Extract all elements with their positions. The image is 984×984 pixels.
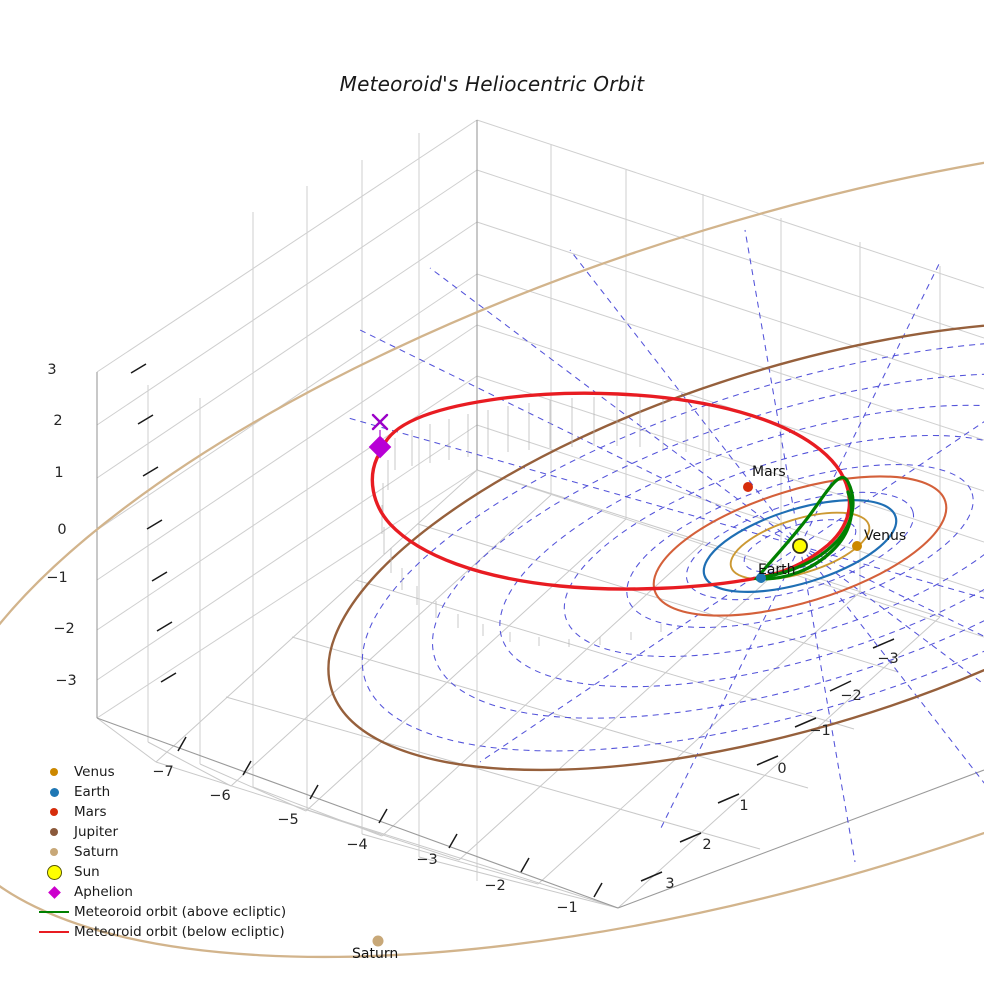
planet-dot-icon [50, 848, 58, 856]
legend-line-swatch [39, 931, 69, 933]
mars-marker [743, 482, 753, 492]
x-axis-tick-label: −5 [277, 812, 299, 828]
venus-label: Venus [864, 528, 907, 544]
polar-grid-rings [361, 340, 984, 752]
x-axis-tick-label: −4 [346, 837, 368, 853]
legend-item[interactable]: Earth [34, 782, 296, 802]
legend-dot-key [34, 848, 74, 856]
venus-marker [852, 541, 862, 551]
aphelion-diamond-icon [47, 885, 61, 899]
legend-line-swatch [39, 911, 69, 913]
x-axis-tick-label: −7 [152, 764, 174, 780]
sun-marker [792, 538, 808, 554]
y-axis-tick-label: −2 [840, 688, 862, 704]
z-axis-tick-label: −1 [46, 570, 68, 586]
legend-item-label: Earth [74, 784, 111, 800]
planet-dot-icon [49, 787, 59, 797]
y-axis-tick-label: 3 [665, 876, 675, 892]
planet-dot-icon [50, 808, 58, 816]
y-axis-tick-label: −3 [877, 651, 899, 667]
y-axis-tick-label: 1 [739, 798, 749, 814]
page-title: Meteoroid's Heliocentric Orbit [339, 72, 645, 96]
planet-markers [372, 482, 862, 947]
legend-dot-key [34, 787, 74, 797]
y-axis-tick-label: 0 [777, 761, 787, 777]
legend-item-label: Saturn [74, 844, 119, 860]
legend-diamond-key [34, 885, 74, 899]
meteoroid-orbit-above-ecliptic [753, 475, 855, 581]
x-axis-tick-label: −2 [484, 878, 506, 894]
earth-label: Earth [758, 562, 796, 578]
z-axis-tick-label: 2 [53, 413, 63, 429]
legend-item[interactable]: Jupiter [34, 822, 296, 842]
z-axis-tick-label: 0 [57, 522, 67, 538]
x-axis-tick-label: −1 [556, 900, 578, 916]
legend-item-label: Meteoroid orbit (below ecliptic) [74, 924, 285, 940]
legend-item[interactable]: Sun [34, 862, 296, 882]
z-axis-tick-label: 1 [54, 465, 64, 481]
z-axis-tick-label: −3 [55, 673, 77, 689]
sun-dot-icon [46, 864, 62, 880]
planet-dot-icon [50, 768, 58, 776]
earth-marker [756, 573, 766, 583]
legend-item-label: Mars [74, 804, 107, 820]
legend-item[interactable]: Venus [34, 762, 296, 782]
saturn-label: Saturn [352, 946, 399, 962]
y-axis-tick-label: −1 [809, 723, 831, 739]
legend-item-label: Aphelion [74, 884, 133, 900]
legend-item[interactable]: Saturn [34, 842, 296, 862]
saturn-marker [372, 935, 384, 947]
axis-ticks [130, 363, 895, 898]
legend-dot-key [34, 808, 74, 816]
legend-dot-key [34, 864, 74, 880]
meteoroid-drop-lines [381, 396, 710, 647]
aphelion-marker [368, 413, 392, 459]
polar-grid-spokes [344, 229, 984, 863]
legend-dot-key [34, 768, 74, 776]
x-axis-tick-label: −6 [209, 788, 231, 804]
legend-item-label: Meteoroid orbit (above ecliptic) [74, 904, 287, 920]
mars-label: Mars [752, 464, 786, 480]
z-axis-tick-label: 3 [47, 362, 57, 378]
legend-item[interactable]: Meteoroid orbit (above ecliptic) [34, 902, 296, 922]
y-axis-tick-label: 2 [702, 837, 712, 853]
mars-orbit [652, 475, 948, 617]
earth-orbit [702, 499, 898, 593]
legend-item-label: Sun [74, 864, 100, 880]
jupiter-orbit [327, 320, 984, 772]
legend-line-key [34, 931, 74, 933]
legend-item-label: Venus [74, 764, 115, 780]
legend-item-label: Jupiter [74, 824, 119, 840]
legend-item[interactable]: Mars [34, 802, 296, 822]
x-axis-tick-label: −3 [416, 852, 438, 868]
legend-dot-key [34, 828, 74, 836]
legend-item[interactable]: Meteoroid orbit (below ecliptic) [34, 922, 296, 942]
legend-item[interactable]: Aphelion [34, 882, 296, 902]
planet-dot-icon [50, 828, 58, 836]
axis-spines [96, 120, 984, 909]
z-axis-tick-label: −2 [53, 621, 75, 637]
legend: Venus Earth Mars Jupiter Saturn Sun Aphelion Me… [34, 762, 296, 942]
meteoroid-orbit-below-ecliptic [370, 391, 852, 591]
venus-orbit [729, 511, 871, 581]
legend-line-key [34, 911, 74, 913]
